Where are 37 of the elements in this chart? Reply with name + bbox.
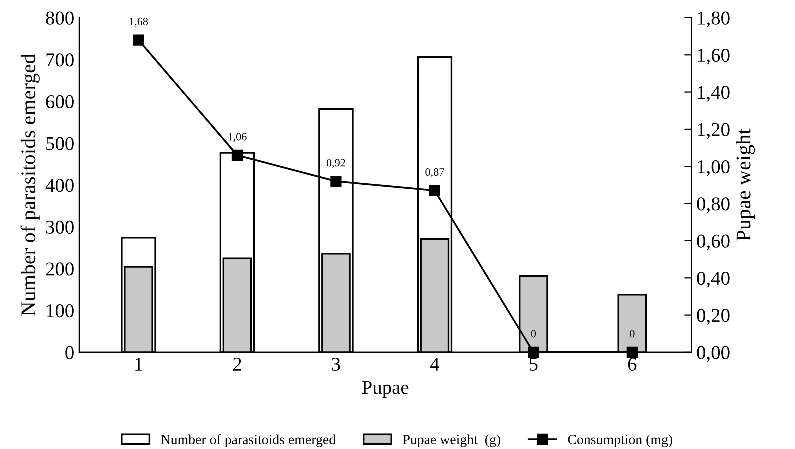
y-tick-label: 800 (46, 12, 74, 25)
y-tick-label: 700 (46, 54, 74, 67)
y-tick-label: 0 (66, 346, 74, 360)
y2-tick-label: 1,60 (698, 48, 730, 65)
y-tick-label: 100 (47, 304, 74, 318)
y-tick-label: 400 (46, 179, 74, 192)
y2-tick-label: 1,40 (698, 86, 730, 102)
x-tick-label: 5 (530, 358, 538, 372)
data-label: 0,87 (426, 168, 444, 178)
x-tick-label: 3 (332, 358, 340, 372)
x-tick-label: 2 (233, 358, 242, 371)
y-axis-title: Number of parasitoids emerged (20, 54, 40, 316)
data-label: 0 (630, 330, 635, 338)
y-tick-label: 600 (46, 95, 74, 109)
y2-tick-label: 0,00 (697, 346, 730, 362)
y2-tick-label: 0,40 (697, 272, 730, 288)
data-label: 1,68 (130, 18, 148, 28)
x-tick-label: 4 (430, 358, 440, 371)
y2-tick-label: 0,60 (697, 234, 730, 251)
y2-tick-label: 1,20 (698, 123, 730, 140)
x-tick-label: 1 (136, 358, 142, 371)
y2-tick-label: 0,80 (697, 198, 730, 214)
y2-axis-title: Pupae weight (736, 128, 756, 242)
y-tick-label: 300 (46, 220, 74, 234)
y2-tick-label: 1,00 (698, 160, 730, 176)
data-label: 0,92 (326, 159, 346, 168)
data-label: 1,06 (228, 133, 247, 142)
y2-tick-label: 0,20 (697, 309, 730, 326)
x-axis-title: Pupae (362, 381, 409, 398)
legend-label: Pupae weight (g) (403, 434, 500, 448)
data-label: 0 (531, 330, 536, 338)
y2-tick-label: 1,80 (698, 12, 730, 28)
y-tick-label: 500 (46, 137, 74, 150)
legend-label: Number of parasitoids emerged (161, 434, 336, 448)
x-tick-label: 6 (628, 358, 637, 372)
y-tick-label: 200 (46, 262, 74, 276)
legend-label: Consumption (mg) (568, 434, 672, 448)
